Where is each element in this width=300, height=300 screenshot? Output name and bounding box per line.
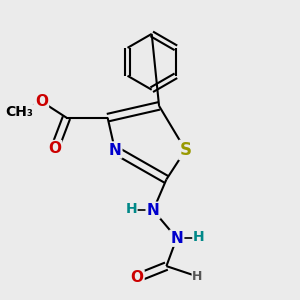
Text: O: O — [130, 270, 143, 285]
Text: H: H — [193, 230, 205, 244]
Text: N: N — [109, 142, 121, 158]
Text: N: N — [170, 231, 183, 246]
Text: S: S — [179, 141, 191, 159]
Text: CH₃: CH₃ — [5, 105, 33, 119]
Text: O: O — [48, 141, 61, 156]
Text: N: N — [147, 203, 160, 218]
Text: H: H — [192, 270, 202, 283]
Text: H: H — [125, 202, 137, 216]
Text: O: O — [35, 94, 48, 109]
